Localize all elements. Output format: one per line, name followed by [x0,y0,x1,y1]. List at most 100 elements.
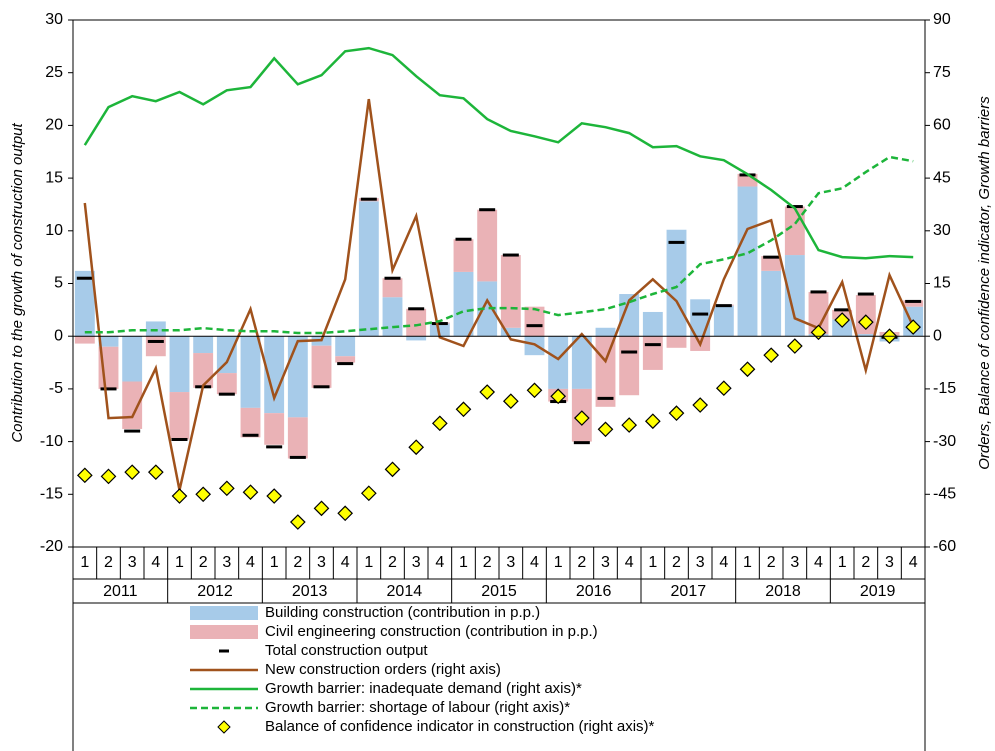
bar [642,336,663,370]
bar [595,327,616,337]
total-marker [384,276,401,280]
total-marker [810,290,827,294]
diamond-marker [124,464,141,481]
y2-tick-label: 15 [933,275,951,292]
bar [74,336,95,344]
total-marker [218,392,235,396]
diamond-marker [526,382,543,399]
diamond-marker [739,361,756,378]
total-marker [763,255,780,259]
legend-label: Civil engineering construction (contribu… [265,623,598,640]
x-tick-label: 1 [459,554,468,571]
y-tick-label: 25 [45,64,63,81]
bar [595,336,616,407]
total-marker [644,343,661,347]
bar [761,256,782,271]
bar [713,305,734,337]
bar [287,336,308,418]
x-tick-label: 4 [151,554,160,571]
bar [382,297,403,337]
bar [500,255,521,328]
year-label: 2016 [576,583,612,600]
y2-tick-label: 45 [933,169,951,186]
bar [808,291,829,335]
bar [169,336,190,393]
bar [358,201,379,337]
diamond-marker [337,505,354,522]
x-tick-label: 4 [625,554,634,571]
x-tick-label: 2 [861,554,870,571]
bar [216,336,237,374]
bar [311,345,332,388]
bar [666,229,687,337]
x-tick-label: 2 [293,554,302,571]
diamond-marker [431,415,448,432]
bar [169,392,190,440]
total-marker [715,304,732,308]
bar [453,271,474,337]
bar [216,373,237,395]
bar [74,270,95,337]
x-tick-label: 2 [104,554,113,571]
bar [784,255,805,337]
bar [122,336,143,382]
x-tick-label: 1 [648,554,657,571]
x-tick-label: 3 [412,554,421,571]
x-tick-label: 4 [814,554,823,571]
bar [500,327,521,337]
diamond-marker [668,405,685,421]
legend-swatch [219,649,229,653]
total-marker [337,362,354,366]
diamond-marker [242,484,259,501]
x-tick-label: 3 [506,554,515,571]
x-tick-label: 3 [790,554,799,571]
diamond-marker [621,417,638,433]
bar [287,417,308,459]
year-label: 2015 [481,583,517,600]
diamond-marker [479,384,496,400]
bar [193,336,214,354]
x-tick-label: 4 [530,554,539,571]
y-tick-label: 30 [45,11,63,28]
line [83,46,914,260]
total-marker [455,237,472,241]
bar [571,336,592,389]
diamond-marker [857,314,874,330]
total-marker [526,324,543,328]
bar [406,336,427,341]
total-marker [76,276,93,280]
bar [642,311,663,337]
diamond-marker [289,514,306,530]
y2-tick-label: -30 [933,433,956,450]
total-marker [266,445,283,449]
y-tick-label: -20 [40,538,63,555]
x-tick-label: 1 [364,554,373,571]
year-label: 2013 [292,583,328,600]
x-tick-label: 2 [672,554,681,571]
y2-tick-label: 75 [933,64,951,81]
bar [98,336,119,347]
x-tick-label: 4 [719,554,728,571]
bar [619,336,640,396]
diamond-marker [786,338,803,354]
legend-swatch [190,625,258,639]
diamond-marker [502,393,519,410]
y2-tick-label: 30 [933,222,951,239]
year-label: 2017 [671,583,707,600]
bar [145,321,166,337]
x-tick-label: 1 [743,554,752,571]
x-tick-label: 1 [80,554,89,571]
y2-tick-label: 90 [933,11,951,28]
total-marker [289,455,306,459]
legend-label: Building construction (contribution in p… [265,604,540,621]
bar [690,299,711,337]
y-axis-label: Contribution to the growth of constructi… [9,122,26,442]
bar [240,336,261,408]
x-tick-label: 3 [696,554,705,571]
x-tick-label: 2 [388,554,397,571]
legend-label: New construction orders (right axis) [265,661,501,678]
total-marker [408,307,425,311]
bar [240,407,261,438]
bar [477,281,498,337]
y-tick-label: 15 [45,169,63,186]
